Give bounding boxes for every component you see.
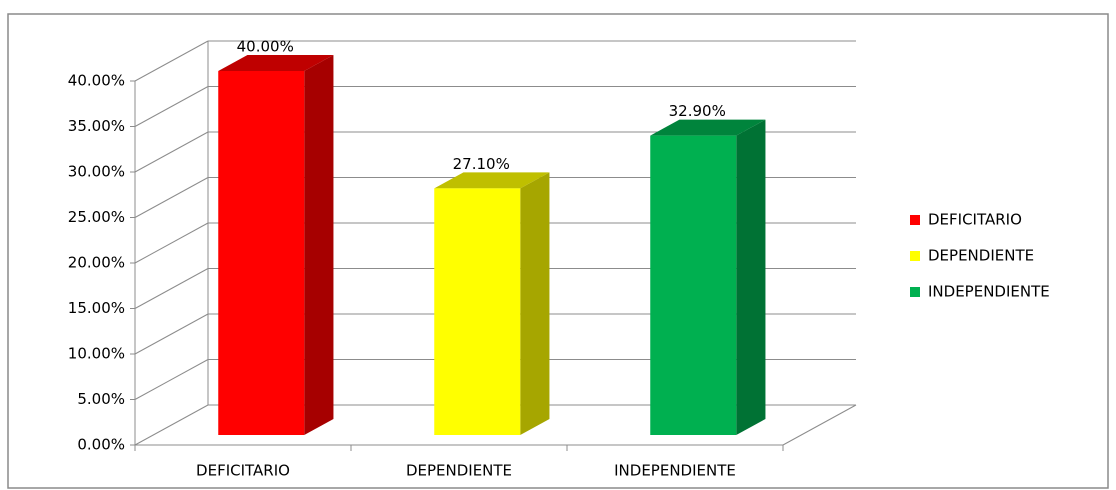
grid-line-side	[134, 177, 209, 218]
y-tick-label: 0.00%	[77, 436, 125, 454]
x-tick-label: DEFICITARIO	[196, 462, 290, 480]
data-label: 40.00%	[237, 38, 294, 56]
bar-side	[520, 172, 550, 435]
legend-label: INDEPENDIENTE	[928, 283, 1050, 301]
data-label: 27.10%	[453, 155, 510, 173]
grid-line-side	[134, 268, 209, 309]
y-tick-label: 35.00%	[68, 117, 125, 135]
grid-line-side	[134, 359, 209, 400]
legend-swatch	[910, 251, 920, 261]
y-tick-label: 5.00%	[77, 390, 125, 408]
bar	[434, 172, 550, 435]
bar	[218, 55, 334, 435]
legend-swatch	[910, 215, 920, 225]
x-tick-label: DEPENDIENTE	[406, 462, 512, 480]
grid-line-side	[134, 313, 209, 355]
y-tick-label: 30.00%	[68, 163, 125, 181]
bar-front	[650, 135, 737, 436]
legend-swatch	[910, 287, 920, 297]
bar-side	[736, 119, 766, 436]
grid-line-side	[134, 222, 209, 264]
floor-right	[782, 404, 857, 446]
chart-border	[7, 13, 1109, 489]
y-tick-label: 15.00%	[68, 299, 125, 317]
legend-label: DEPENDIENTE	[928, 247, 1034, 265]
bar-top	[650, 119, 766, 136]
x-tick-label: INDEPENDIENTE	[614, 462, 736, 480]
bar	[650, 119, 766, 436]
data-label: 32.90%	[669, 102, 726, 120]
grid-line-side	[134, 404, 209, 446]
bar-top	[218, 55, 334, 71]
legend-label: DEFICITARIO	[928, 211, 1022, 229]
bar-front	[434, 188, 521, 435]
bar-side	[304, 55, 334, 435]
y-tick-label: 25.00%	[68, 208, 125, 226]
y-tick-label: 20.00%	[68, 254, 125, 272]
grid-line-side	[134, 40, 209, 82]
grid-line-side	[134, 131, 209, 173]
bar-front	[218, 71, 305, 435]
bar-top	[434, 172, 550, 189]
y-tick-label: 10.00%	[68, 345, 125, 363]
y-tick-label: 40.00%	[68, 72, 125, 90]
grid-line-side	[134, 86, 209, 127]
